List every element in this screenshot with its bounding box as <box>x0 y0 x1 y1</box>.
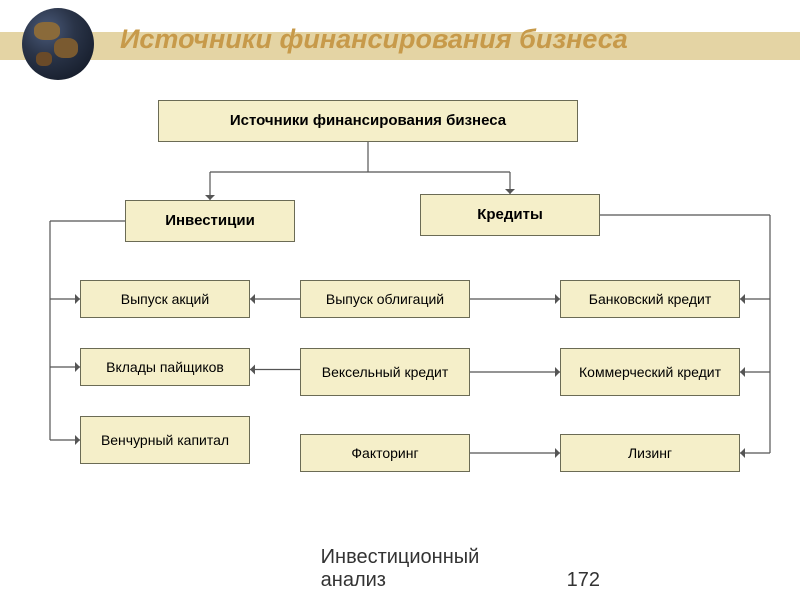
node-bank: Банковский кредит <box>560 280 740 318</box>
globe-icon <box>22 8 94 80</box>
node-shares: Выпуск акций <box>80 280 250 318</box>
node-bill: Вексельный кредит <box>300 348 470 396</box>
node-leasing: Лизинг <box>560 434 740 472</box>
node-credit: Кредиты <box>420 194 600 236</box>
header: Источники финансирования бизнеса <box>0 0 800 90</box>
node-venture: Венчурный капитал <box>80 416 250 464</box>
node-invest: Инвестиции <box>125 200 295 242</box>
connectors <box>0 90 800 550</box>
node-root: Источники финансирования бизнеса <box>158 100 578 142</box>
node-factor: Факторинг <box>300 434 470 472</box>
diagram: Источники финансирования бизнеса Инвестиц… <box>0 90 800 550</box>
footer-line1: Инвестиционный <box>321 546 480 568</box>
footer-line2: анализ <box>321 569 386 591</box>
node-comm: Коммерческий кредит <box>560 348 740 396</box>
page-title: Источники финансирования бизнеса <box>120 24 628 55</box>
footer: Инвестиционный анализ <box>0 546 800 592</box>
node-depos: Вклады пайщиков <box>80 348 250 386</box>
footer-text: Инвестиционный анализ <box>321 546 480 592</box>
page-number: 172 <box>567 569 600 592</box>
node-bonds: Выпуск облигаций <box>300 280 470 318</box>
